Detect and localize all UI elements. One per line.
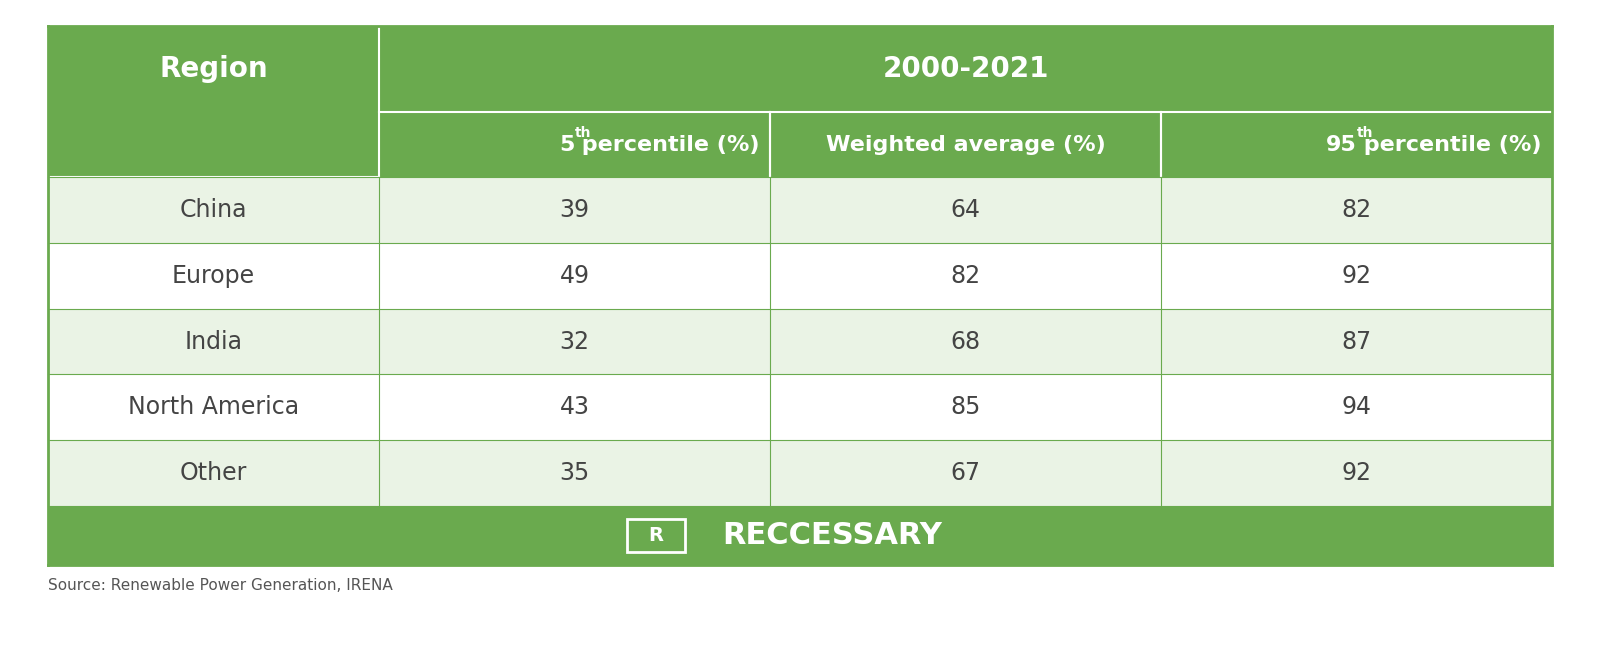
FancyBboxPatch shape (379, 374, 770, 440)
FancyBboxPatch shape (379, 112, 770, 177)
Text: 95: 95 (1326, 135, 1357, 154)
FancyBboxPatch shape (1162, 440, 1552, 506)
FancyBboxPatch shape (1162, 243, 1552, 309)
Text: North America: North America (128, 396, 299, 419)
FancyBboxPatch shape (770, 112, 1162, 177)
FancyBboxPatch shape (379, 26, 1552, 112)
Text: 67: 67 (950, 461, 981, 485)
Text: 2000-2021: 2000-2021 (882, 55, 1048, 83)
FancyBboxPatch shape (48, 26, 379, 177)
Text: 92: 92 (1341, 264, 1371, 288)
FancyBboxPatch shape (379, 309, 770, 374)
Text: 82: 82 (1341, 198, 1371, 222)
FancyBboxPatch shape (1162, 112, 1552, 177)
FancyBboxPatch shape (48, 374, 379, 440)
Text: Weighted average (%): Weighted average (%) (826, 135, 1106, 154)
Text: Region: Region (158, 55, 267, 83)
Text: India: India (184, 330, 243, 353)
FancyBboxPatch shape (770, 374, 1162, 440)
Text: percentile (%): percentile (%) (1357, 135, 1542, 154)
FancyBboxPatch shape (1162, 309, 1552, 374)
Text: 64: 64 (950, 198, 981, 222)
Text: 39: 39 (560, 198, 589, 222)
Text: 94: 94 (1341, 396, 1371, 419)
FancyBboxPatch shape (48, 440, 379, 506)
FancyBboxPatch shape (770, 177, 1162, 243)
Text: 43: 43 (560, 396, 589, 419)
Text: R: R (648, 526, 664, 545)
Text: RECCESSARY: RECCESSARY (722, 521, 942, 550)
Text: th: th (1357, 125, 1373, 140)
Text: 5: 5 (558, 135, 574, 154)
Text: 92: 92 (1341, 461, 1371, 485)
FancyBboxPatch shape (770, 309, 1162, 374)
FancyBboxPatch shape (48, 506, 1552, 565)
Text: 87: 87 (1341, 330, 1371, 353)
FancyBboxPatch shape (1162, 177, 1552, 243)
FancyBboxPatch shape (770, 440, 1162, 506)
Text: 32: 32 (560, 330, 589, 353)
Text: Source: Renewable Power Generation, IRENA: Source: Renewable Power Generation, IREN… (48, 578, 392, 593)
Text: Europe: Europe (171, 264, 254, 288)
FancyBboxPatch shape (379, 177, 770, 243)
Text: th: th (574, 125, 590, 140)
FancyBboxPatch shape (379, 440, 770, 506)
Text: China: China (179, 198, 246, 222)
FancyBboxPatch shape (379, 243, 770, 309)
Text: 35: 35 (560, 461, 589, 485)
FancyBboxPatch shape (1162, 374, 1552, 440)
Text: percentile (%): percentile (%) (574, 135, 760, 154)
Text: 82: 82 (950, 264, 981, 288)
FancyBboxPatch shape (48, 243, 379, 309)
FancyBboxPatch shape (770, 243, 1162, 309)
Text: 49: 49 (560, 264, 589, 288)
Text: Other: Other (179, 461, 246, 485)
Text: 85: 85 (950, 396, 981, 419)
Text: 68: 68 (950, 330, 981, 353)
FancyBboxPatch shape (48, 309, 379, 374)
FancyBboxPatch shape (48, 177, 379, 243)
